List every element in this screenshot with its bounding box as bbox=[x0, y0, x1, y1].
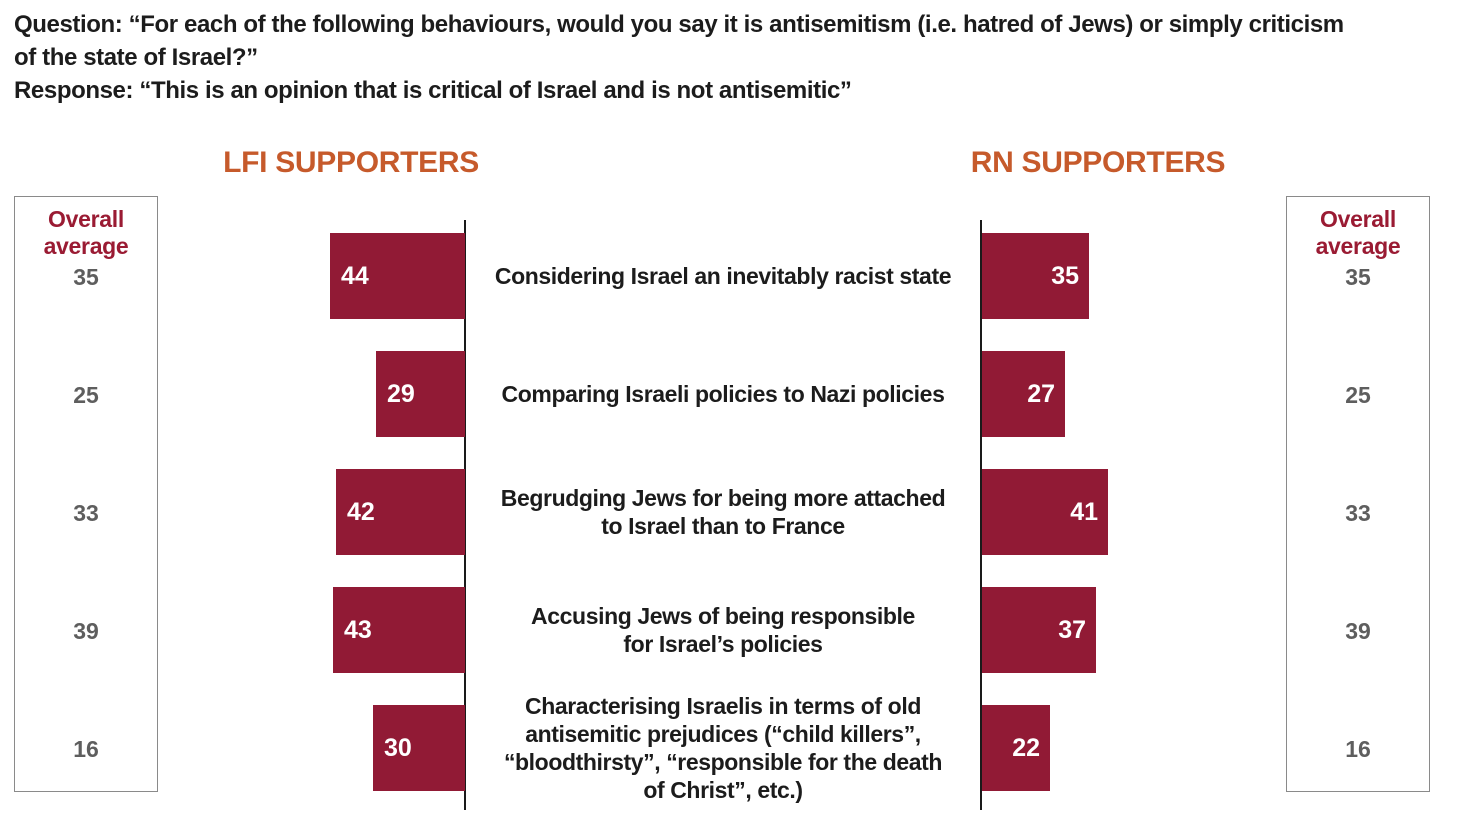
overall-average-value: 25 bbox=[1345, 382, 1371, 408]
lfi-bar-value: 30 bbox=[384, 733, 412, 762]
lfi-bar-value: 44 bbox=[341, 261, 369, 290]
rn-bar: 27 bbox=[982, 351, 1065, 437]
overall-average-value: 35 bbox=[1345, 264, 1371, 290]
overall-average-heading: Overall average bbox=[43, 206, 129, 259]
rn-bar-value: 41 bbox=[1070, 497, 1098, 526]
lfi-bar: 42 bbox=[336, 469, 465, 555]
lfi-bar: 29 bbox=[376, 351, 465, 437]
rn-axis-line bbox=[980, 220, 982, 810]
rn-bar-value: 27 bbox=[1027, 379, 1055, 408]
overall-average-box-left: Overall average 35 25 33 39 16 bbox=[14, 196, 158, 792]
overall-average-value: 25 bbox=[73, 382, 99, 408]
category-label: Comparing Israeli policies to Nazi polic… bbox=[501, 381, 945, 407]
overall-average-value: 35 bbox=[73, 264, 99, 290]
rn-bar-value: 37 bbox=[1058, 615, 1086, 644]
overall-average-value: 39 bbox=[73, 618, 99, 644]
rn-bar-value: 35 bbox=[1051, 261, 1079, 290]
lfi-bar-value: 42 bbox=[347, 497, 375, 526]
overall-average-value: 33 bbox=[1345, 500, 1371, 526]
rn-bar: 41 bbox=[982, 469, 1108, 555]
overall-average-heading: Overall average bbox=[1315, 206, 1401, 259]
lfi-supporters-title: LFI SUPPORTERS bbox=[223, 146, 479, 179]
category-label: Characterising Israelis in terms of old … bbox=[503, 693, 943, 803]
rn-supporters-title: RN SUPPORTERS bbox=[970, 146, 1226, 179]
rn-bar: 37 bbox=[982, 587, 1096, 673]
question-response-text: Question: “For each of the following beh… bbox=[14, 11, 1344, 104]
rn-bar: 35 bbox=[982, 233, 1089, 319]
category-label: Considering Israel an inevitably racist … bbox=[494, 263, 952, 289]
overall-average-value: 16 bbox=[73, 736, 99, 762]
overall-average-value: 39 bbox=[1345, 618, 1371, 644]
lfi-bar: 44 bbox=[330, 233, 465, 319]
lfi-bar-value: 43 bbox=[344, 615, 372, 644]
overall-average-box-right: Overall average 35 25 33 39 16 bbox=[1286, 196, 1430, 792]
lfi-bar: 30 bbox=[373, 705, 465, 791]
category-label: Accusing Jews of being responsible for I… bbox=[531, 603, 915, 657]
lfi-bar: 43 bbox=[333, 587, 465, 673]
rn-bar: 22 bbox=[982, 705, 1050, 791]
rn-bar-value: 22 bbox=[1012, 733, 1040, 762]
category-label: Begrudging Jews for being more attached … bbox=[500, 485, 946, 539]
overall-average-value: 33 bbox=[73, 500, 99, 526]
lfi-axis-line bbox=[464, 220, 466, 810]
lfi-bar-value: 29 bbox=[387, 379, 415, 408]
overall-average-value: 16 bbox=[1345, 736, 1371, 762]
